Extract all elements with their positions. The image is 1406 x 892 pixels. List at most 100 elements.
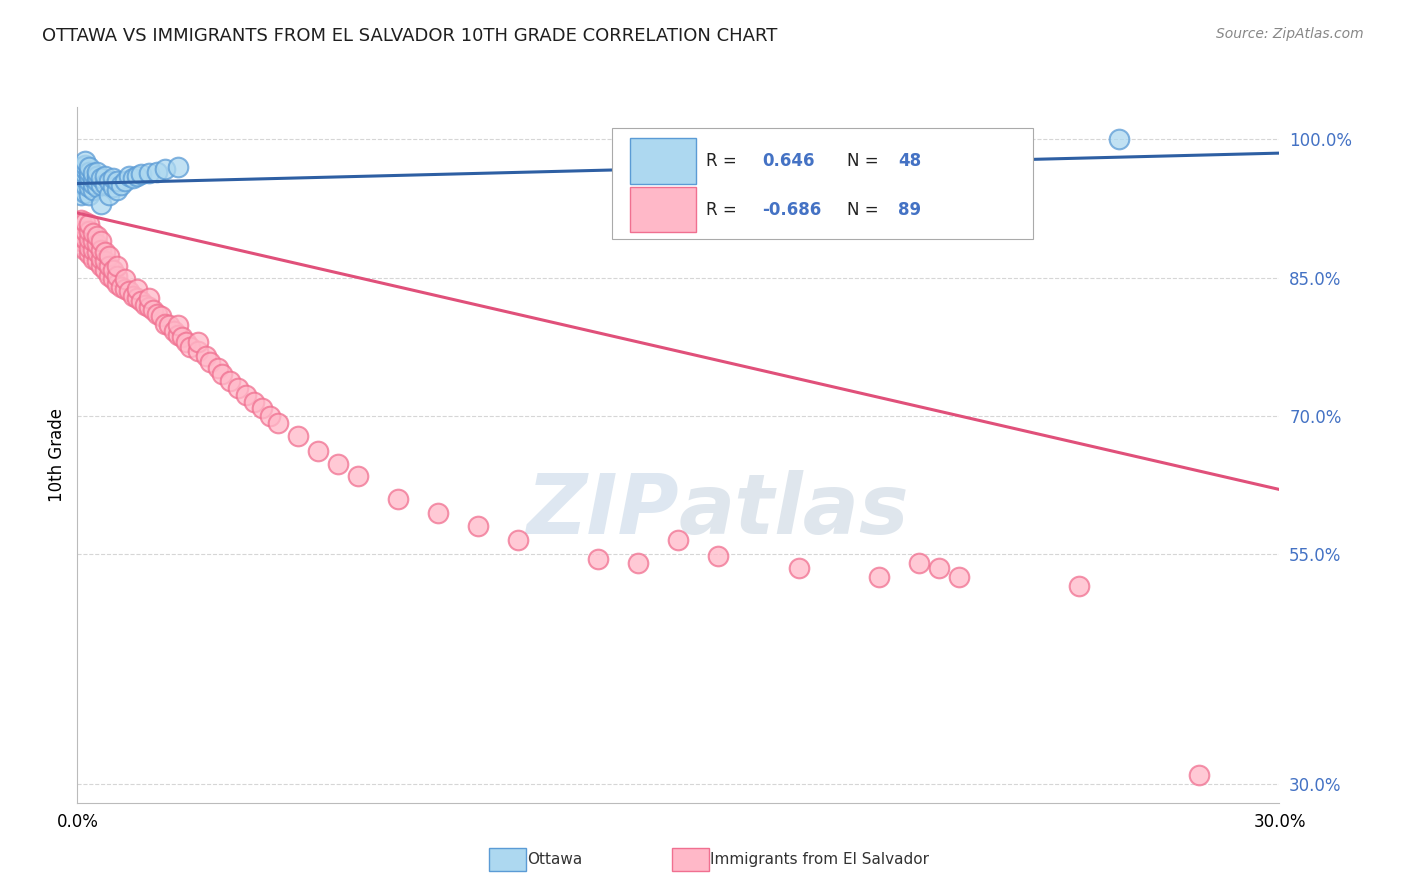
Point	[166, 327, 188, 342]
Point	[82, 171, 104, 186]
Point	[166, 160, 188, 174]
Point	[194, 349, 217, 363]
Point	[242, 395, 264, 409]
Point	[82, 177, 104, 191]
Point	[1188, 768, 1211, 782]
Point	[114, 174, 136, 188]
Point	[79, 247, 101, 261]
Point	[94, 244, 117, 259]
FancyBboxPatch shape	[630, 187, 696, 232]
Text: 89: 89	[898, 201, 921, 219]
Point	[86, 244, 108, 259]
Point	[103, 171, 125, 186]
Point	[218, 374, 240, 388]
Point	[75, 232, 97, 246]
Text: R =: R =	[706, 153, 742, 170]
Point	[94, 169, 117, 183]
Point	[138, 300, 160, 314]
Point	[138, 291, 160, 305]
Point	[82, 227, 104, 241]
Text: Source: ZipAtlas.com: Source: ZipAtlas.com	[1216, 27, 1364, 41]
Point	[267, 416, 290, 430]
Point	[114, 282, 136, 296]
Point	[75, 167, 97, 181]
Point	[122, 289, 145, 303]
Point	[90, 234, 112, 248]
Point	[174, 334, 197, 349]
Point	[79, 241, 101, 255]
Point	[103, 263, 125, 277]
Point	[110, 178, 132, 193]
Point	[90, 178, 112, 193]
Point	[90, 260, 112, 274]
Point	[94, 254, 117, 268]
Point	[98, 174, 121, 188]
Point	[82, 252, 104, 266]
Point	[127, 291, 149, 305]
Point	[948, 570, 970, 584]
Point	[79, 217, 101, 231]
Point	[107, 183, 129, 197]
Point	[79, 164, 101, 178]
Point	[86, 164, 108, 178]
Point	[198, 355, 221, 369]
Point	[387, 491, 409, 506]
Point	[82, 234, 104, 248]
Point	[1108, 132, 1130, 146]
Point	[127, 169, 149, 183]
Point	[86, 254, 108, 268]
Text: OTTAWA VS IMMIGRANTS FROM EL SALVADOR 10TH GRADE CORRELATION CHART: OTTAWA VS IMMIGRANTS FROM EL SALVADOR 10…	[42, 27, 778, 45]
Point	[98, 249, 121, 263]
Point	[70, 187, 93, 202]
Point	[86, 180, 108, 194]
Point	[79, 169, 101, 183]
Point	[75, 154, 97, 169]
Point	[131, 293, 153, 308]
Point	[588, 551, 610, 566]
Point	[86, 229, 108, 244]
Point	[70, 234, 93, 248]
Point	[79, 232, 101, 246]
FancyBboxPatch shape	[630, 138, 696, 184]
Text: ZIP: ZIP	[526, 470, 679, 551]
Point	[1069, 579, 1091, 593]
Point	[75, 171, 97, 186]
Point	[103, 180, 125, 194]
Point	[467, 519, 489, 533]
Point	[131, 167, 153, 181]
Point	[235, 388, 257, 402]
Point	[98, 260, 121, 274]
Point	[79, 224, 101, 238]
Point	[118, 169, 141, 183]
Point	[98, 268, 121, 283]
Point	[127, 282, 149, 296]
Point	[179, 340, 201, 354]
Point	[107, 260, 129, 274]
Point	[75, 224, 97, 238]
Point	[627, 556, 650, 570]
Point	[86, 169, 108, 183]
Point	[79, 174, 101, 188]
Point	[668, 533, 690, 548]
Point	[207, 360, 229, 375]
Point	[186, 334, 209, 349]
Point	[155, 317, 177, 331]
Text: 48: 48	[898, 153, 921, 170]
Point	[427, 506, 450, 520]
Point	[508, 533, 530, 548]
Point	[90, 252, 112, 266]
Point	[287, 429, 309, 443]
Text: R =: R =	[706, 201, 742, 219]
Point	[787, 561, 810, 575]
Point	[75, 158, 97, 172]
Point	[162, 324, 184, 338]
Point	[114, 272, 136, 286]
Point	[186, 344, 209, 359]
Point	[928, 561, 950, 575]
Point	[82, 183, 104, 197]
Point	[86, 174, 108, 188]
Point	[90, 196, 112, 211]
Point	[250, 401, 273, 416]
Point	[307, 443, 329, 458]
Point	[138, 166, 160, 180]
